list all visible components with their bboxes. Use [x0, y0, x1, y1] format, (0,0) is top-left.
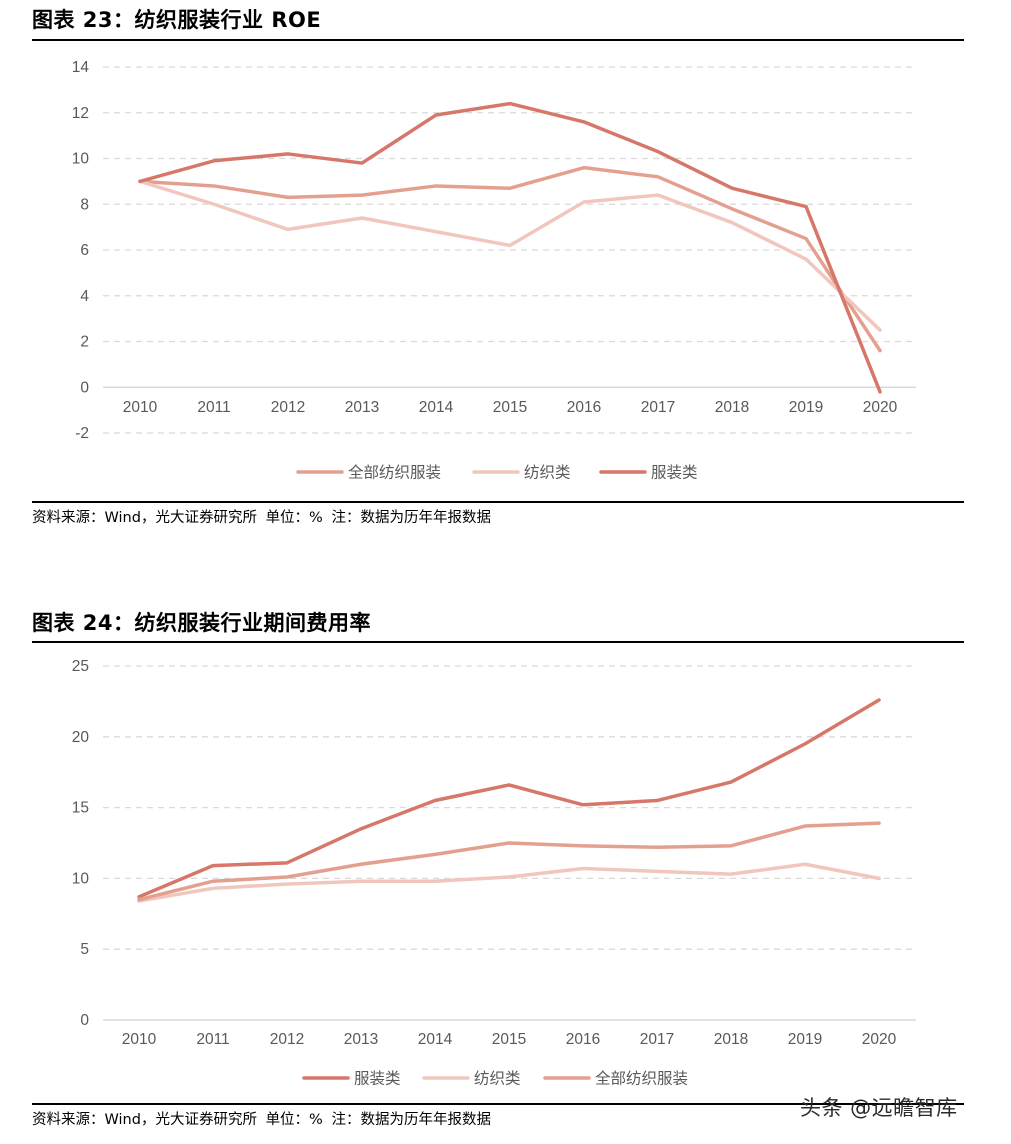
legend-label: 纺织类 [524, 464, 571, 482]
x-tick-label: 2012 [270, 1031, 304, 1048]
x-tick-label: 2020 [863, 399, 898, 416]
y-tick-label: 5 [80, 941, 89, 958]
figure-24-source: 资料来源：Wind，光大证券研究所 [32, 1112, 257, 1128]
x-tick-label: 2015 [492, 1031, 526, 1048]
figure-23-unit: 单位：% [265, 510, 323, 526]
figure-23-title: 图表 23：纺织服装行业 ROE [32, 8, 322, 32]
series-line [137, 821, 881, 902]
figure-23-bottom-rule [32, 501, 964, 503]
roe-line-chart: 14 12 10 8 6 4 2 0 -2 2010 2011 2012 2013 2014 2015 201… [72, 59, 916, 482]
x-tick-label: 2017 [640, 1031, 674, 1048]
x-tick-label: 2011 [196, 1031, 229, 1048]
x-tick-label: 2017 [641, 399, 675, 416]
y-tick-label: 4 [80, 288, 89, 305]
x-tick-label: 2010 [122, 1031, 157, 1048]
x-tick-label: 2015 [493, 399, 527, 416]
x-tick-label: 2010 [123, 399, 158, 416]
x-tick-label: 2016 [566, 1031, 600, 1048]
x-tick-label: 2020 [862, 1031, 897, 1048]
watermark: 头条 @远瞻智库 [800, 1096, 958, 1120]
y-tick-label: 14 [72, 59, 90, 76]
y-tick-label: 2 [80, 334, 89, 351]
figure-24-top-rule [32, 641, 964, 643]
legend-label: 服装类 [354, 1070, 401, 1088]
figure-24-title: 图表 24：纺织服装行业期间费用率 [32, 611, 372, 635]
series-line [138, 101, 882, 394]
y-tick-label: 15 [72, 800, 89, 817]
y-tick-label: 20 [72, 729, 90, 746]
y-tick-label: -2 [75, 425, 89, 442]
figure-23-source-line: 资料来源：Wind，光大证券研究所 单位：% 注：数据为历年年报数据 [32, 506, 495, 527]
series-line [137, 862, 881, 903]
legend-label: 全部纺织服装 [348, 464, 441, 482]
x-tick-label: 2013 [344, 1031, 378, 1048]
figure-23-top-rule [32, 39, 964, 41]
y-tick-label: 8 [80, 196, 89, 213]
legend-label: 服装类 [651, 464, 698, 482]
x-tick-label: 2018 [715, 399, 749, 416]
series-line [137, 698, 881, 899]
y-tick-label: 6 [80, 242, 89, 259]
y-tick-label: 25 [72, 658, 89, 675]
x-tick-label: 2014 [419, 399, 454, 416]
legend-label: 纺织类 [474, 1070, 521, 1088]
y-tick-label: 12 [72, 105, 89, 122]
legend-label: 全部纺织服装 [595, 1070, 688, 1088]
y-tick-label: 0 [80, 1012, 89, 1029]
figure-23-source: 资料来源：Wind，光大证券研究所 [32, 510, 257, 526]
series-line [138, 165, 882, 353]
figure-24-note: 注：数据为历年年报数据 [331, 1112, 491, 1128]
x-tick-label: 2019 [788, 1031, 822, 1048]
figure-24-bottom-rule [32, 1103, 964, 1105]
figure-23-note: 注：数据为历年年报数据 [331, 510, 491, 526]
x-tick-label: 2014 [418, 1031, 453, 1048]
x-tick-label: 2011 [197, 399, 230, 416]
figure-24-source-line: 资料来源：Wind，光大证券研究所 单位：% 注：数据为历年年报数据 [32, 1108, 495, 1129]
x-tick-label: 2013 [345, 399, 379, 416]
x-tick-label: 2019 [789, 399, 823, 416]
x-tick-label: 2012 [271, 399, 305, 416]
series-line [138, 179, 882, 332]
x-tick-label: 2016 [567, 399, 601, 416]
y-tick-label: 10 [72, 151, 90, 168]
figure-24-unit: 单位：% [265, 1112, 323, 1128]
x-tick-label: 2018 [714, 1031, 748, 1048]
y-tick-label: 0 [80, 379, 89, 396]
y-tick-label: 10 [72, 870, 90, 887]
